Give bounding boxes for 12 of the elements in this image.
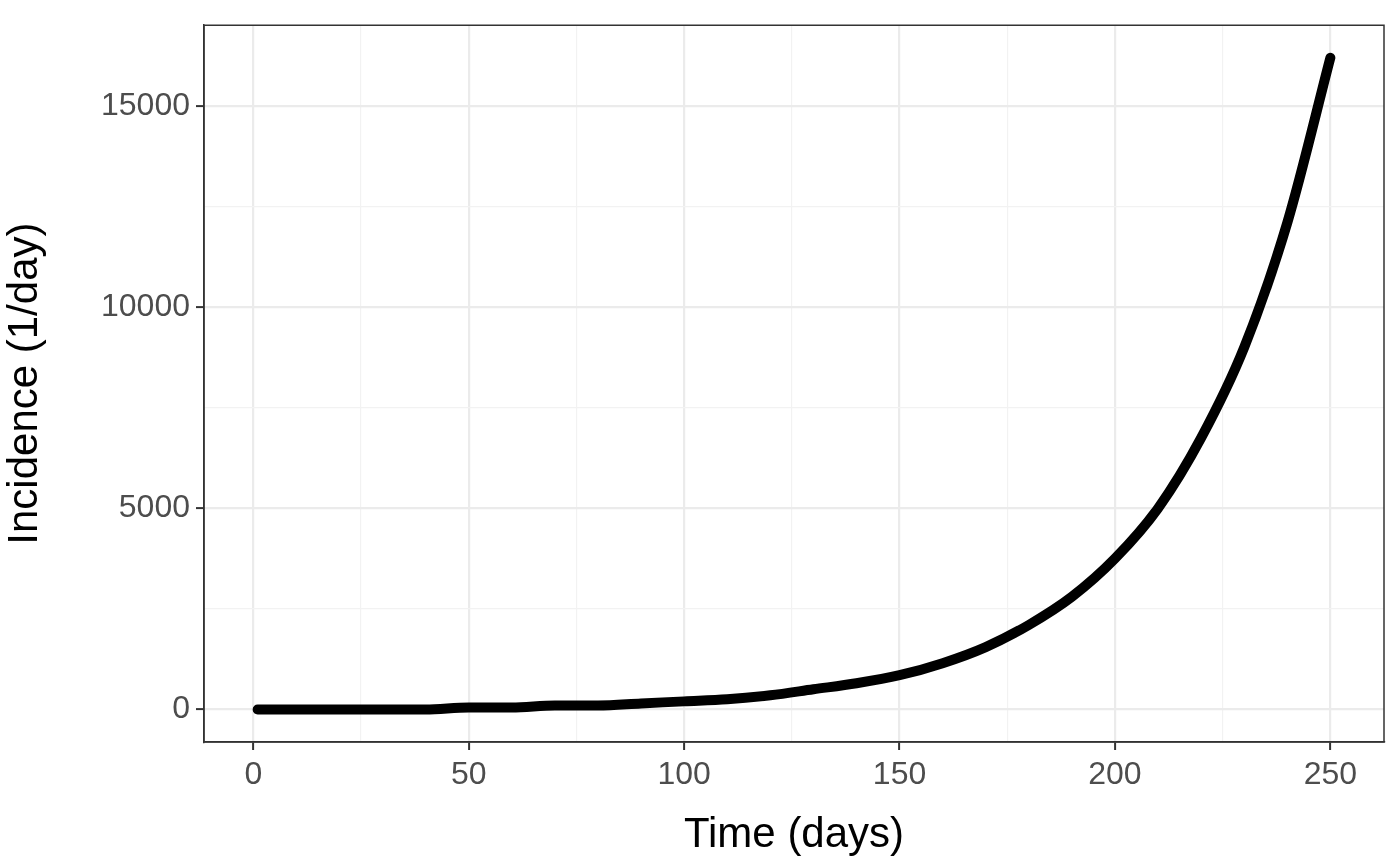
y-tick-label: 10000	[101, 287, 190, 323]
y-axis-title: Incidence (1/day)	[0, 222, 46, 545]
x-tick-label: 100	[657, 755, 711, 792]
x-tick-label: 0	[244, 755, 263, 792]
y-tick-label: 5000	[118, 488, 190, 525]
y-tick-label: 15000	[101, 85, 190, 122]
x-tick-label: 200	[1088, 755, 1142, 792]
y-tick-label: 0	[172, 689, 190, 726]
x-tick-label: 50	[450, 755, 487, 792]
x-tick-label: 150	[872, 755, 927, 792]
x-tick-label: 250	[1303, 755, 1358, 792]
x-axis-title: Time (days)	[683, 809, 905, 857]
